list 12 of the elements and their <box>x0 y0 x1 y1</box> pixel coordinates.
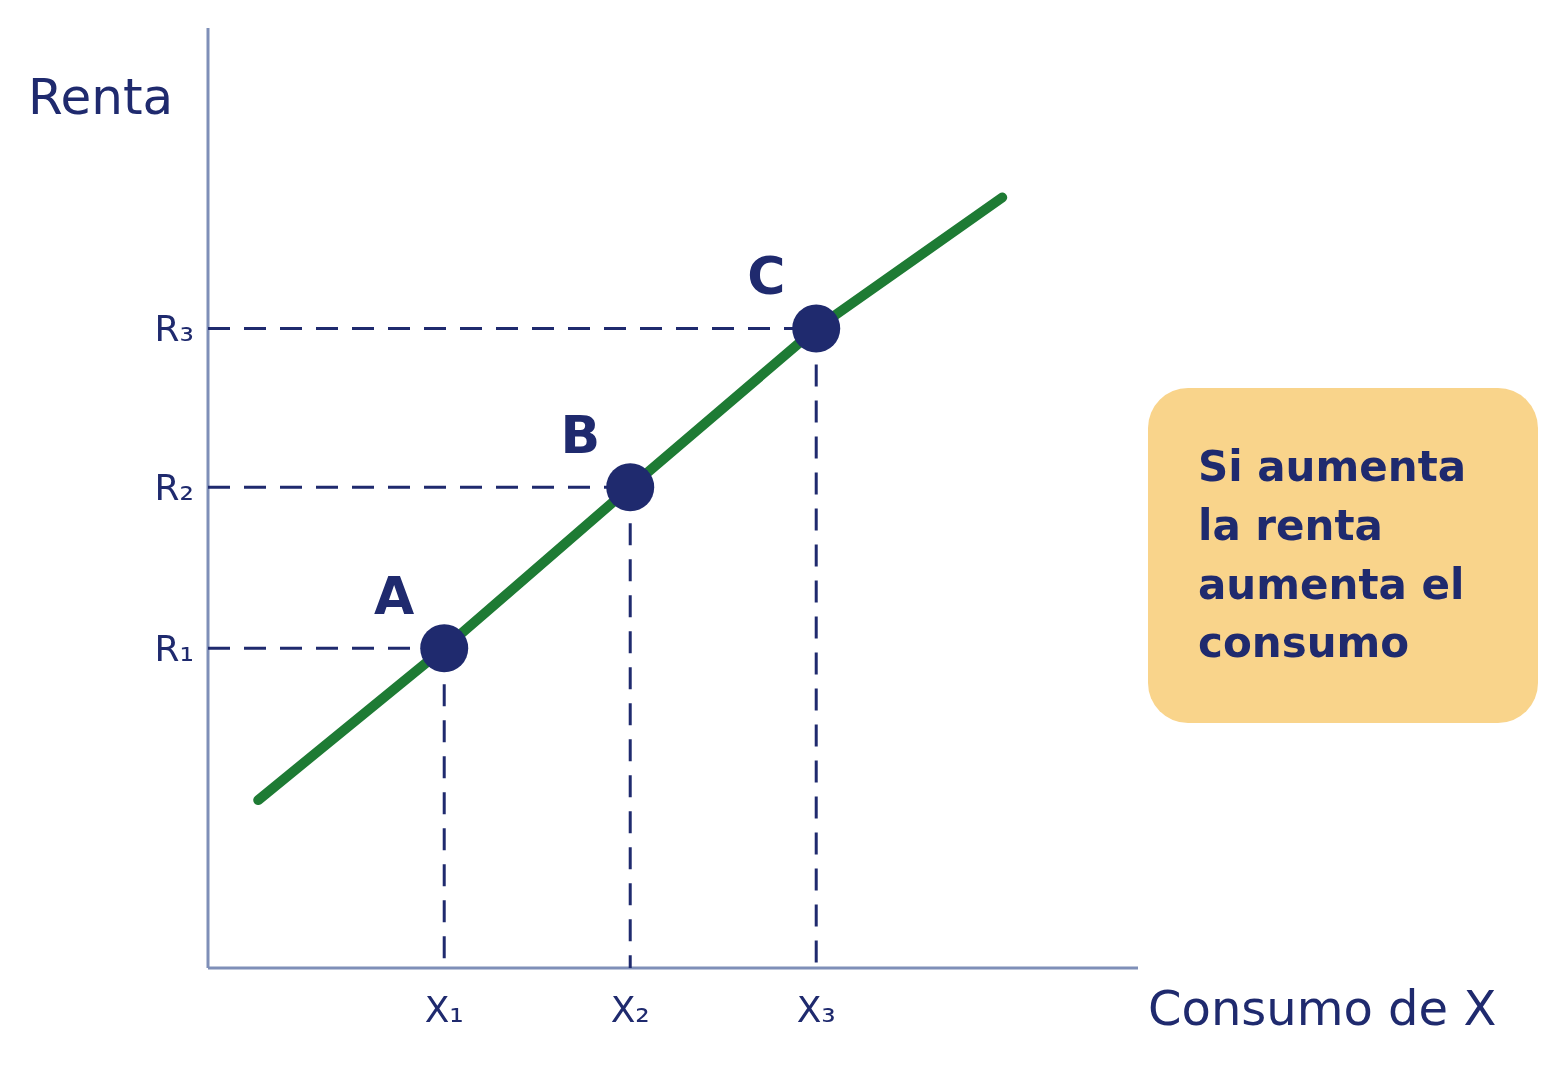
annotation: A <box>374 566 415 627</box>
y-axis-title: Renta <box>28 68 174 126</box>
x-tick-label: X₃ <box>796 988 836 1030</box>
x-axis-title: Consumo de X <box>1148 980 1497 1036</box>
x-tick-label: X₂ <box>610 988 650 1030</box>
text: Si aumenta la renta aumenta el consumo <box>1148 388 1538 724</box>
text: R₁ <box>154 627 194 669</box>
text: R₂ <box>154 466 194 508</box>
annotation: C <box>747 246 786 307</box>
annotation: B <box>560 405 601 466</box>
text: R₃ <box>154 308 194 350</box>
x-tick-label: X₁ <box>424 988 464 1030</box>
